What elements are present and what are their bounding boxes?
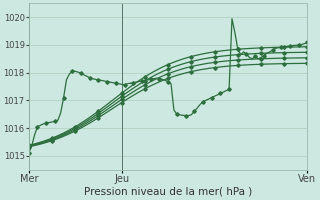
X-axis label: Pression niveau de la mer( hPa ): Pression niveau de la mer( hPa ) xyxy=(84,187,252,197)
